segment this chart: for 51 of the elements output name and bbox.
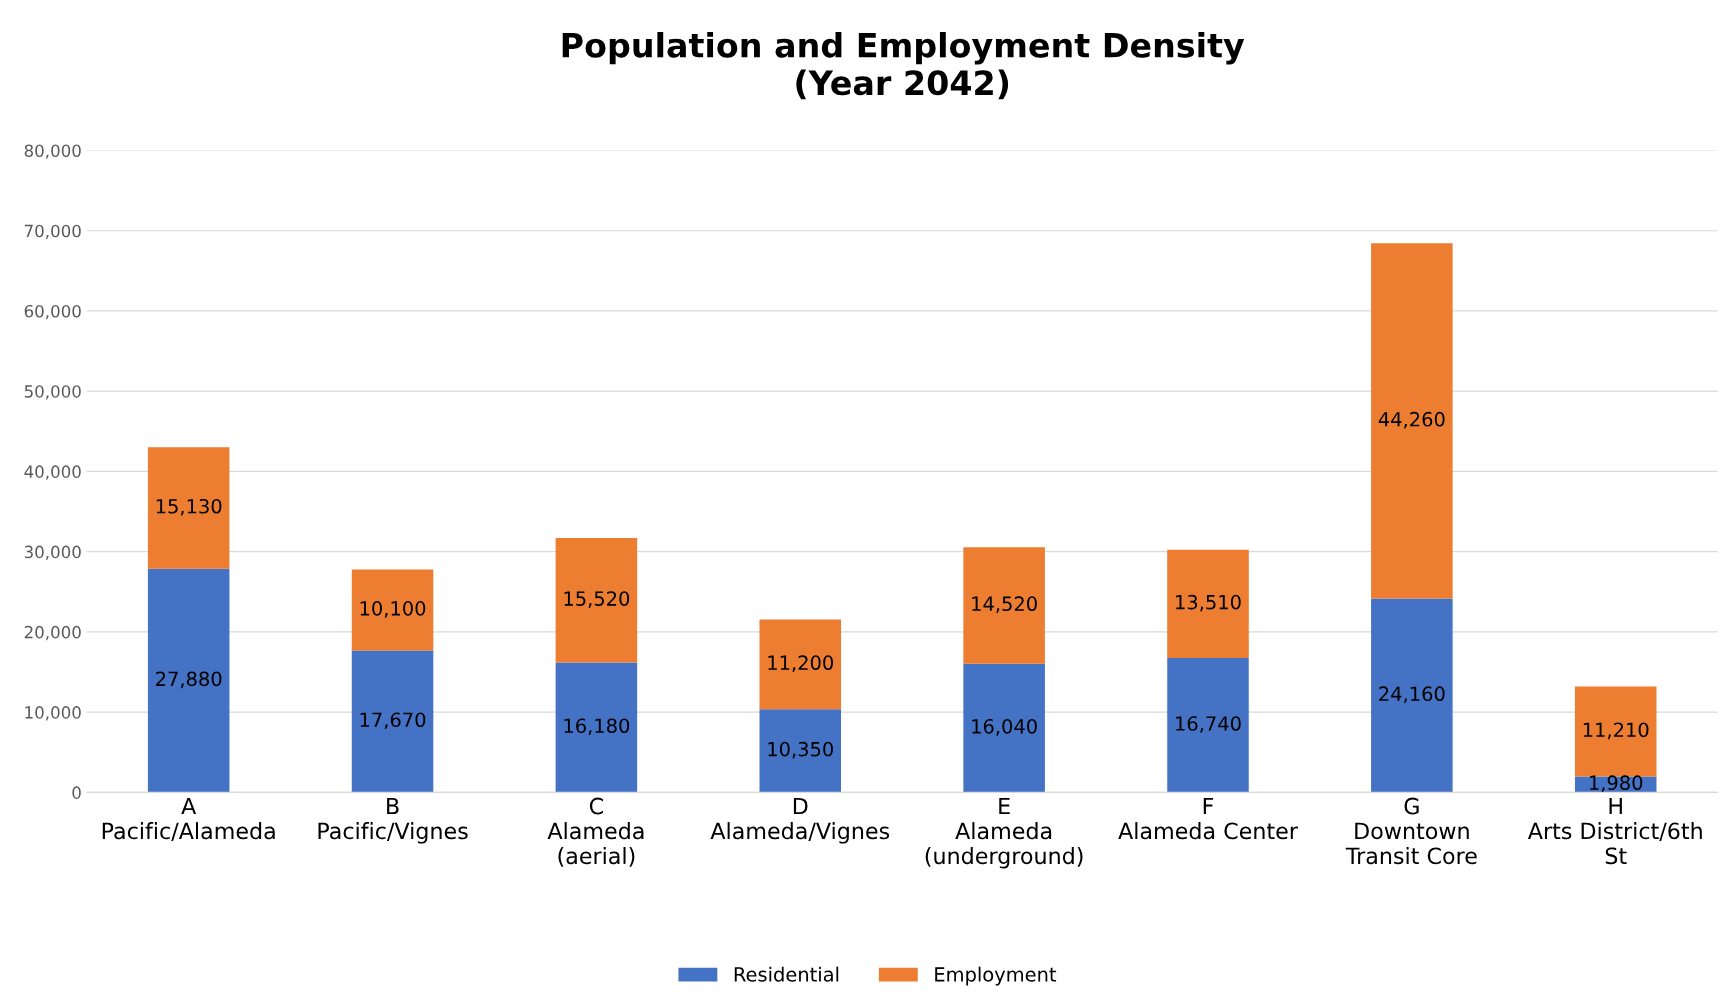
- data-label: 11,210: [1583, 722, 1649, 740]
- y-tick-label: 60,000: [24, 304, 81, 320]
- y-tick-label: 20,000: [24, 625, 81, 641]
- data-label: 16,740: [1176, 716, 1241, 733]
- y-tick-label: 50,000: [24, 385, 81, 400]
- data-label: 14,520: [972, 596, 1037, 614]
- data-label: 13,510: [1176, 594, 1241, 612]
- bar: [147, 447, 230, 569]
- bar: [759, 619, 842, 710]
- x-tick-label: H Arts District/6th St: [1527, 797, 1702, 865]
- data-label: 1,980: [1590, 775, 1643, 793]
- data-label: 44,260: [1378, 411, 1445, 429]
- y-tick-label: 80,000: [24, 144, 81, 159]
- y-tick-label: 40,000: [24, 465, 81, 480]
- data-label: 24,160: [1379, 686, 1445, 704]
- data-label: 15,520: [564, 591, 630, 608]
- bar: [963, 663, 1045, 793]
- bar: [1371, 243, 1453, 599]
- x-tick-label: C Alameda (aerial): [547, 797, 644, 867]
- data-label: 17,670: [360, 712, 426, 730]
- x-tick-label: D Alameda/Vignes: [710, 797, 890, 844]
- bar: [351, 650, 434, 793]
- x-tick-label: F Alameda Center: [1118, 797, 1298, 840]
- bar: [963, 547, 1045, 664]
- data-label: 15,130: [156, 498, 222, 516]
- data-label: 16,040: [972, 718, 1037, 736]
- y-tick-label: 70,000: [24, 224, 81, 239]
- bar: [555, 538, 638, 663]
- bar: [759, 709, 842, 793]
- x-tick-label: A Pacific/Alameda: [102, 797, 275, 842]
- y-tick-label: 0: [72, 786, 81, 799]
- bar: [1167, 549, 1249, 659]
- y-tick-label: 30,000: [24, 545, 81, 560]
- y-tick-label: 10,000: [25, 706, 81, 721]
- data-label: 11,200: [768, 655, 833, 673]
- x-tick-label: B Pacific/Vignes: [318, 797, 468, 844]
- legend-label: Employment: [935, 966, 1057, 986]
- data-label: 10,100: [360, 601, 426, 618]
- bar: [1371, 598, 1453, 793]
- data-label: 27,880: [156, 671, 222, 689]
- bar: [1574, 686, 1657, 777]
- bar: [351, 569, 434, 651]
- data-label: 16,180: [564, 718, 630, 736]
- data-label: 10,350: [768, 741, 833, 759]
- bar: [1167, 658, 1249, 793]
- bar: [555, 662, 638, 793]
- legend-label: Residential: [734, 966, 839, 982]
- x-tick-label: E Alameda (underground): [925, 797, 1083, 869]
- chart-title: Population and Employment Density (Year 2042): [562, 31, 1245, 100]
- bar: [147, 568, 230, 793]
- x-tick-label: G Downtown Transit Core: [1345, 797, 1477, 865]
